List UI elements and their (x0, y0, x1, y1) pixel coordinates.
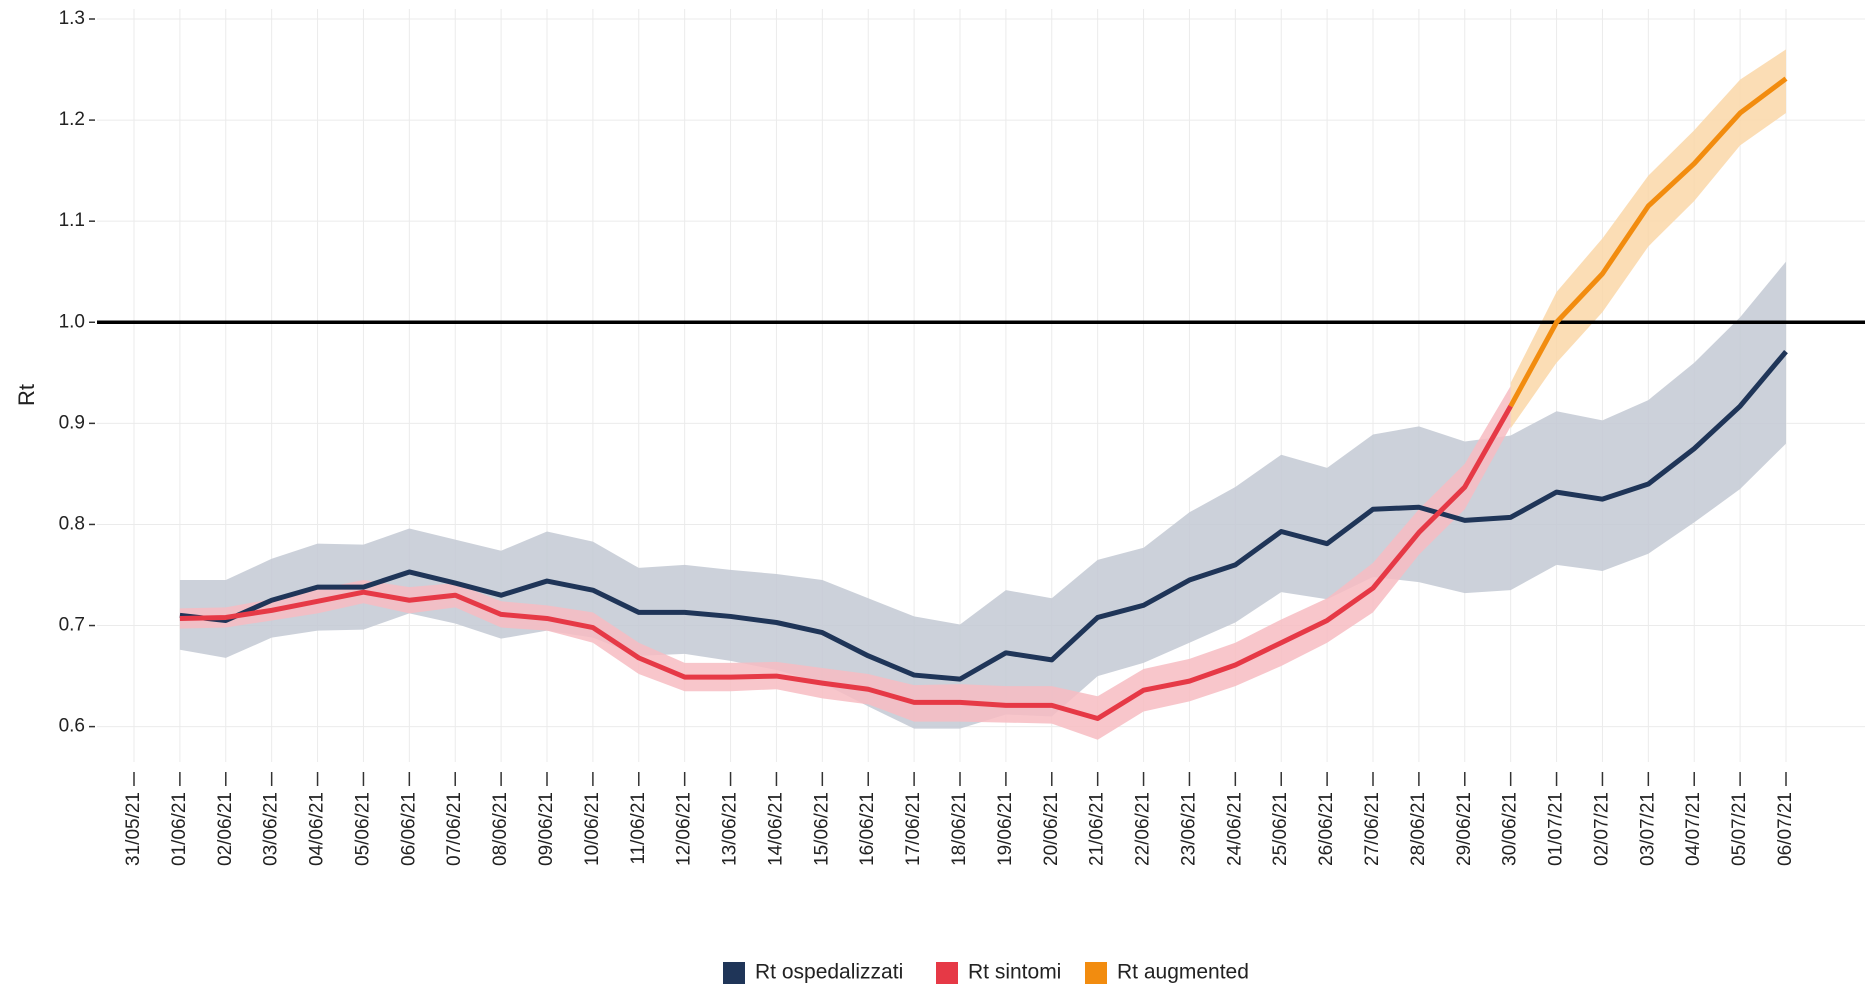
y-axis-title: Rt (14, 384, 39, 406)
x-tick-label: 02/06/21 (215, 792, 236, 866)
x-tick-label: 12/06/21 (674, 792, 695, 866)
x-tick-label: 08/06/21 (490, 792, 511, 866)
x-tick-label: 28/06/21 (1408, 792, 1429, 866)
x-tick-label: 03/06/21 (261, 792, 282, 866)
x-tick-label: 02/07/21 (1591, 792, 1612, 866)
x-tick-label: 19/06/21 (995, 792, 1016, 866)
x-tick-label: 30/06/21 (1500, 792, 1521, 866)
x-tick-label: 09/06/21 (536, 792, 557, 866)
line (1508, 76, 1788, 408)
y-tick-label: 1.3 (59, 8, 85, 29)
x-tick-label: 05/06/21 (352, 792, 373, 866)
x-tick-label: 23/06/21 (1178, 792, 1199, 866)
x-tick-label: 06/06/21 (398, 792, 419, 866)
x-tick-label: 10/06/21 (582, 792, 603, 866)
x-tick-label: 01/06/21 (169, 792, 190, 866)
x-tick-label: 05/07/21 (1729, 792, 1750, 866)
legend-label: Rt ospedalizzati (755, 961, 903, 984)
confidence-band (1510, 49, 1786, 429)
x-tick-label: 21/06/21 (1087, 792, 1108, 866)
y-tick-label: 1.0 (59, 311, 85, 332)
x-tick-label: 11/06/21 (628, 792, 649, 865)
x-tick-label: 04/06/21 (307, 792, 328, 866)
x-tick-label: 27/06/21 (1362, 792, 1383, 866)
line (179, 349, 1788, 682)
x-tick-label: 24/06/21 (1224, 792, 1245, 866)
y-tick-label: 1.1 (59, 210, 85, 231)
legend-swatch (1085, 962, 1107, 984)
x-tick-label: 03/07/21 (1637, 792, 1658, 866)
x-tick-label: 26/06/21 (1316, 792, 1337, 866)
x-tick-label: 13/06/21 (720, 792, 741, 866)
legend-label: Rt sintomi (968, 961, 1061, 984)
y-tick-label: 0.8 (59, 513, 85, 534)
x-tick-label: 06/07/21 (1775, 792, 1796, 866)
y-tick-label: 0.6 (59, 716, 85, 737)
line (179, 404, 1513, 722)
y-tick-label: 1.2 (59, 109, 85, 130)
x-tick-label: 04/07/21 (1683, 792, 1704, 866)
x-tick-label: 22/06/21 (1133, 792, 1154, 866)
y-tick-label: 0.9 (59, 412, 85, 433)
x-tick-label: 25/06/21 (1270, 792, 1291, 866)
x-tick-label: 15/06/21 (811, 792, 832, 866)
x-tick-label: 31/05/21 (123, 792, 144, 866)
y-tick-label: 0.7 (59, 615, 85, 636)
x-tick-label: 20/06/21 (1041, 792, 1062, 866)
x-tick-label: 01/07/21 (1546, 792, 1567, 866)
legend-swatch (723, 962, 745, 984)
x-tick-label: 17/06/21 (903, 792, 924, 866)
x-tick-label: 18/06/21 (949, 792, 970, 866)
x-tick-label: 16/06/21 (857, 792, 878, 866)
x-tick-label: 14/06/21 (765, 792, 786, 866)
x-tick-label: 29/06/21 (1454, 792, 1475, 866)
legend-label: Rt augmented (1117, 961, 1249, 984)
x-tick-label: 07/06/21 (444, 792, 465, 866)
legend-swatch (936, 962, 958, 984)
